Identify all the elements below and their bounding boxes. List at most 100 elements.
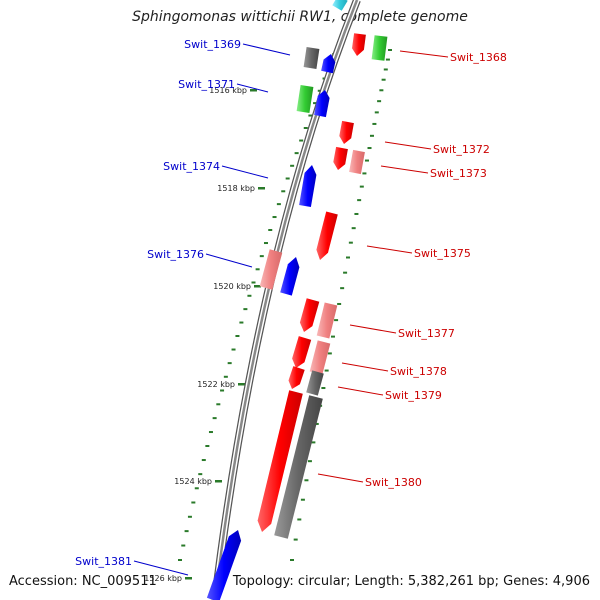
gene-label-right[interactable]: Swit_1375	[414, 247, 471, 260]
ruler-dot	[297, 518, 302, 521]
gene-label-right[interactable]: Swit_1372	[433, 143, 490, 156]
ruler-dot	[311, 441, 316, 444]
gene-feature[interactable]	[339, 120, 354, 144]
ruler-dot	[337, 302, 342, 305]
label-layer: Swit_1369 Swit_1371 Swit_1374 Swit_1376 Swit…	[75, 38, 507, 576]
label-leader-line	[133, 560, 189, 576]
ruler-dot	[187, 515, 192, 518]
gene-label-left[interactable]: Swit_1374	[163, 160, 220, 173]
tick-label: 1526 kbp	[144, 574, 182, 583]
tick-mark	[185, 577, 192, 580]
label-leader-line	[236, 83, 269, 93]
accession-text: Accession: NC_009511	[9, 574, 157, 589]
ruler-dot	[354, 212, 359, 215]
ruler-dot	[276, 203, 281, 206]
gene-feature[interactable]	[309, 340, 331, 375]
ruler-dot	[285, 177, 290, 180]
gene-feature[interactable]	[306, 370, 324, 396]
gene-label-right[interactable]: Swit_1377	[398, 327, 455, 340]
gene-feature[interactable]	[371, 35, 388, 61]
ruler-dot	[304, 479, 309, 482]
ruler-dot	[251, 281, 256, 284]
ruler-dot	[313, 102, 318, 105]
gene-feature[interactable]	[257, 390, 303, 532]
gene-feature[interactable]	[292, 336, 312, 368]
ruler-dot	[247, 294, 252, 297]
ruler-dot	[208, 431, 213, 434]
gene-layer	[206, 0, 388, 600]
ruler-dot	[324, 369, 329, 372]
ruler-dot	[330, 335, 335, 338]
ruler-dot	[307, 460, 312, 463]
ruler-dot	[272, 216, 277, 219]
label-leader-line	[380, 165, 429, 174]
label-leader-line	[399, 50, 449, 58]
tick-mark	[254, 285, 261, 288]
label-leader-line	[205, 253, 253, 268]
gene-feature[interactable]	[316, 211, 338, 261]
gene-label-right[interactable]: Swit_1373	[430, 167, 487, 180]
ruler-dot	[216, 403, 221, 406]
gene-feature[interactable]	[333, 146, 348, 170]
ruler-dot	[381, 78, 386, 81]
gene-feature[interactable]	[321, 54, 336, 74]
gene-label-right[interactable]: Swit_1368	[450, 51, 507, 64]
gene-feature[interactable]	[296, 85, 314, 113]
gene-feature[interactable]	[288, 366, 305, 389]
ruler-dot	[263, 242, 268, 245]
gene-label-left[interactable]: Swit_1369	[184, 38, 241, 51]
ruler-dot	[178, 559, 182, 561]
ruler-dot	[308, 114, 313, 117]
ruler-dot	[194, 487, 199, 490]
gene-feature[interactable]	[299, 165, 317, 207]
ruler-dot	[205, 445, 210, 447]
ruler-dot	[362, 172, 367, 175]
gene-feature[interactable]	[299, 298, 320, 332]
tick-layer: 1516 kbp 1518 kbp 1520 kbp 1522 kbp 1524 kbp…	[144, 29, 392, 583]
label-leader-line	[317, 473, 364, 483]
label-leader-line	[221, 165, 269, 179]
ruler-dot	[357, 199, 362, 202]
ruler-dot	[383, 68, 388, 71]
ruler-dot	[184, 530, 189, 533]
tick-mark	[215, 480, 222, 483]
gene-feature[interactable]	[259, 249, 283, 290]
label-leader-line	[366, 245, 413, 254]
gene-label-left[interactable]: Swit_1376	[147, 248, 204, 261]
gene-feature[interactable]	[352, 33, 366, 56]
gene-feature[interactable]	[332, 0, 348, 11]
ruler-dot	[388, 49, 392, 51]
tick-mark	[238, 383, 245, 386]
ruler-dot	[191, 501, 196, 504]
ruler-dot	[212, 417, 217, 420]
tick-label: 1518 kbp	[217, 184, 255, 193]
ruler-dot	[220, 389, 225, 392]
ruler-dot	[343, 271, 348, 274]
gene-label-right[interactable]: Swit_1380	[365, 476, 422, 489]
tick-mark	[250, 89, 257, 92]
gene-feature[interactable]	[206, 530, 242, 600]
gene-label-right[interactable]: Swit_1378	[390, 365, 447, 378]
ruler-dot	[379, 89, 384, 92]
ruler-dot	[367, 147, 372, 150]
ruler-dot	[198, 473, 203, 476]
gene-feature[interactable]	[280, 257, 300, 296]
ruler-dot	[377, 100, 382, 103]
gene-feature[interactable]	[316, 302, 338, 339]
tick-mark	[258, 187, 265, 190]
ruler-dot	[255, 268, 260, 271]
gene-label-left[interactable]: Swit_1381	[75, 555, 132, 568]
gene-feature[interactable]	[349, 149, 365, 175]
ruler-dot	[293, 538, 298, 541]
ruler-dot	[290, 559, 294, 561]
label-leader-line	[337, 386, 384, 396]
ruler-dot	[294, 152, 299, 155]
gene-feature[interactable]	[314, 90, 330, 118]
gene-feature[interactable]	[303, 47, 320, 69]
ruler-dot	[223, 375, 228, 378]
gene-label-left[interactable]: Swit_1371	[178, 78, 235, 91]
ruler-dot	[359, 185, 364, 188]
gene-label-right[interactable]: Swit_1379	[385, 389, 442, 402]
label-leader-line	[384, 141, 432, 150]
gene-feature[interactable]	[274, 395, 323, 539]
